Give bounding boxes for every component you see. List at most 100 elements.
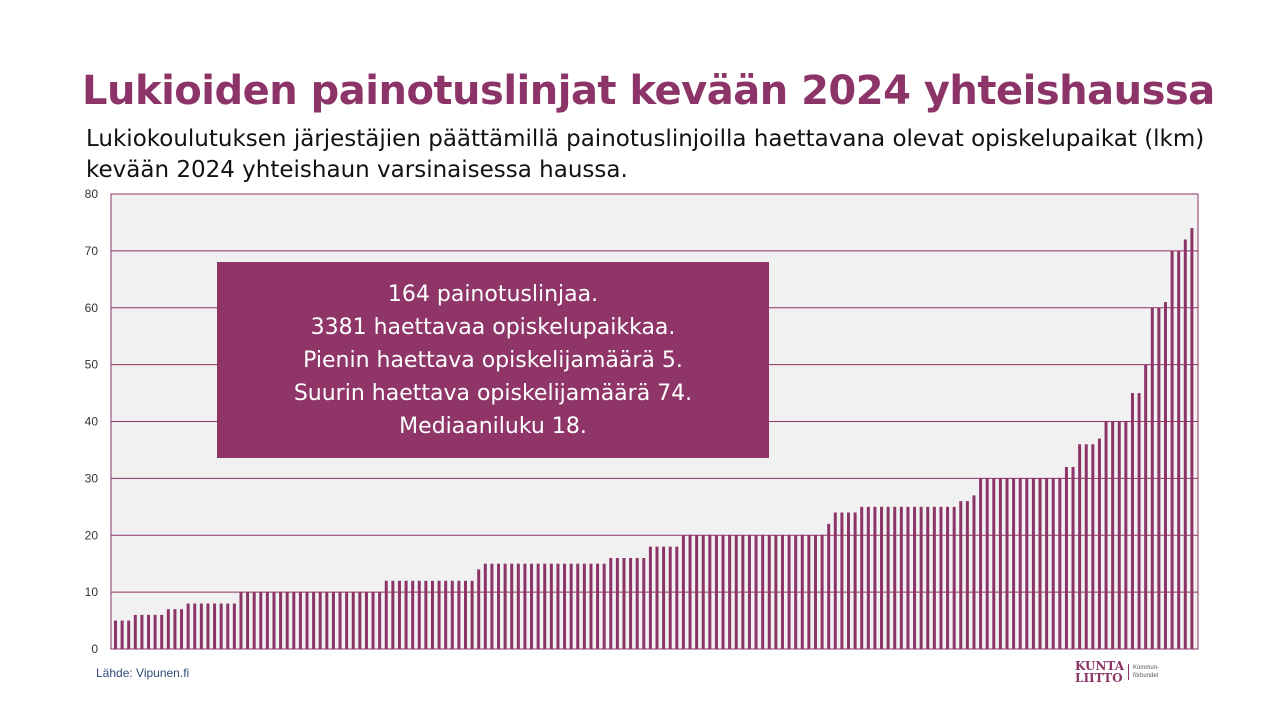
bar	[985, 478, 989, 649]
bar	[959, 501, 963, 649]
source-note: Lähde: Vipunen.fi	[96, 666, 190, 680]
bar	[813, 535, 817, 649]
bar	[668, 546, 672, 649]
bar	[133, 614, 137, 649]
bar	[246, 592, 250, 649]
bar	[173, 609, 177, 649]
y-tick-label: 30	[85, 471, 99, 485]
bar	[648, 546, 652, 649]
bar	[820, 535, 824, 649]
bar	[1058, 478, 1062, 649]
bar	[364, 592, 368, 649]
bar	[946, 506, 950, 649]
bar	[675, 546, 679, 649]
bar	[1104, 421, 1108, 649]
bar	[186, 603, 190, 649]
bar	[140, 614, 144, 649]
bar	[417, 580, 421, 649]
bar	[530, 563, 534, 649]
bar	[463, 580, 467, 649]
bar	[153, 614, 157, 649]
bar	[166, 609, 170, 649]
bar	[701, 535, 705, 649]
bar	[754, 535, 758, 649]
bar	[397, 580, 401, 649]
bar	[886, 506, 890, 649]
logo-side: Kommun-	[1133, 665, 1160, 671]
bar	[629, 558, 633, 649]
bar	[880, 506, 884, 649]
bar	[1130, 393, 1134, 649]
bar	[642, 558, 646, 649]
bar	[794, 535, 798, 649]
bar	[1117, 421, 1121, 649]
y-tick-label: 0	[91, 642, 98, 656]
bar	[847, 512, 851, 649]
bar	[298, 592, 302, 649]
bar	[477, 569, 481, 649]
bar	[787, 535, 791, 649]
bar	[358, 592, 362, 649]
bar	[1190, 228, 1194, 649]
summary-line: Suurin haettava opiskelijamäärä 74.	[293, 380, 693, 406]
bar	[622, 558, 626, 649]
bar	[800, 535, 804, 649]
bar	[292, 592, 296, 649]
bar	[1084, 444, 1088, 649]
bar	[1170, 250, 1174, 649]
bar	[807, 535, 811, 649]
bar	[371, 592, 375, 649]
bar	[1124, 421, 1128, 649]
bar	[695, 535, 699, 649]
bar	[193, 603, 197, 649]
bar	[120, 620, 124, 649]
bar	[1150, 307, 1154, 649]
bar	[457, 580, 461, 649]
logo-line: KUNTA	[1075, 659, 1125, 673]
bar	[721, 535, 725, 649]
bar	[563, 563, 567, 649]
y-tick-label: 20	[85, 528, 99, 542]
bar	[602, 563, 606, 649]
bar	[1005, 478, 1009, 649]
bar	[219, 603, 223, 649]
bar	[615, 558, 619, 649]
bar	[866, 506, 870, 649]
bar	[1038, 478, 1042, 649]
bar	[635, 558, 639, 649]
bar	[840, 512, 844, 649]
bar	[1163, 302, 1167, 649]
bar	[1097, 438, 1101, 649]
summary-line: 3381 haettavaa opiskelupaikkaa.	[310, 314, 676, 340]
y-tick-label: 40	[85, 415, 99, 429]
bar	[741, 535, 745, 649]
logo-line: LIITTO	[1075, 671, 1123, 685]
summary-line: Pienin haettava opiskelijamäärä 5.	[303, 347, 683, 373]
subtitle: Lukiokoulutuksen järjestäjien päättämill…	[86, 126, 1205, 183]
bar	[1177, 250, 1181, 649]
bar	[1012, 478, 1016, 649]
bar	[853, 512, 857, 649]
bar	[391, 580, 395, 649]
bar	[952, 506, 956, 649]
bar	[1071, 467, 1075, 649]
bar	[450, 580, 454, 649]
bar	[681, 535, 685, 649]
logo-side: förbundet	[1133, 673, 1159, 679]
y-tick-label: 50	[85, 358, 99, 372]
bar	[893, 506, 897, 649]
bar	[827, 523, 831, 649]
bar	[582, 563, 586, 649]
bar	[483, 563, 487, 649]
bar	[345, 592, 349, 649]
bar	[609, 558, 613, 649]
bar	[728, 535, 732, 649]
bar	[338, 592, 342, 649]
bar	[708, 535, 712, 649]
bar	[497, 563, 501, 649]
bar	[556, 563, 560, 649]
y-tick-label: 60	[85, 301, 99, 315]
bar	[318, 592, 322, 649]
bar	[404, 580, 408, 649]
bar	[899, 506, 903, 649]
